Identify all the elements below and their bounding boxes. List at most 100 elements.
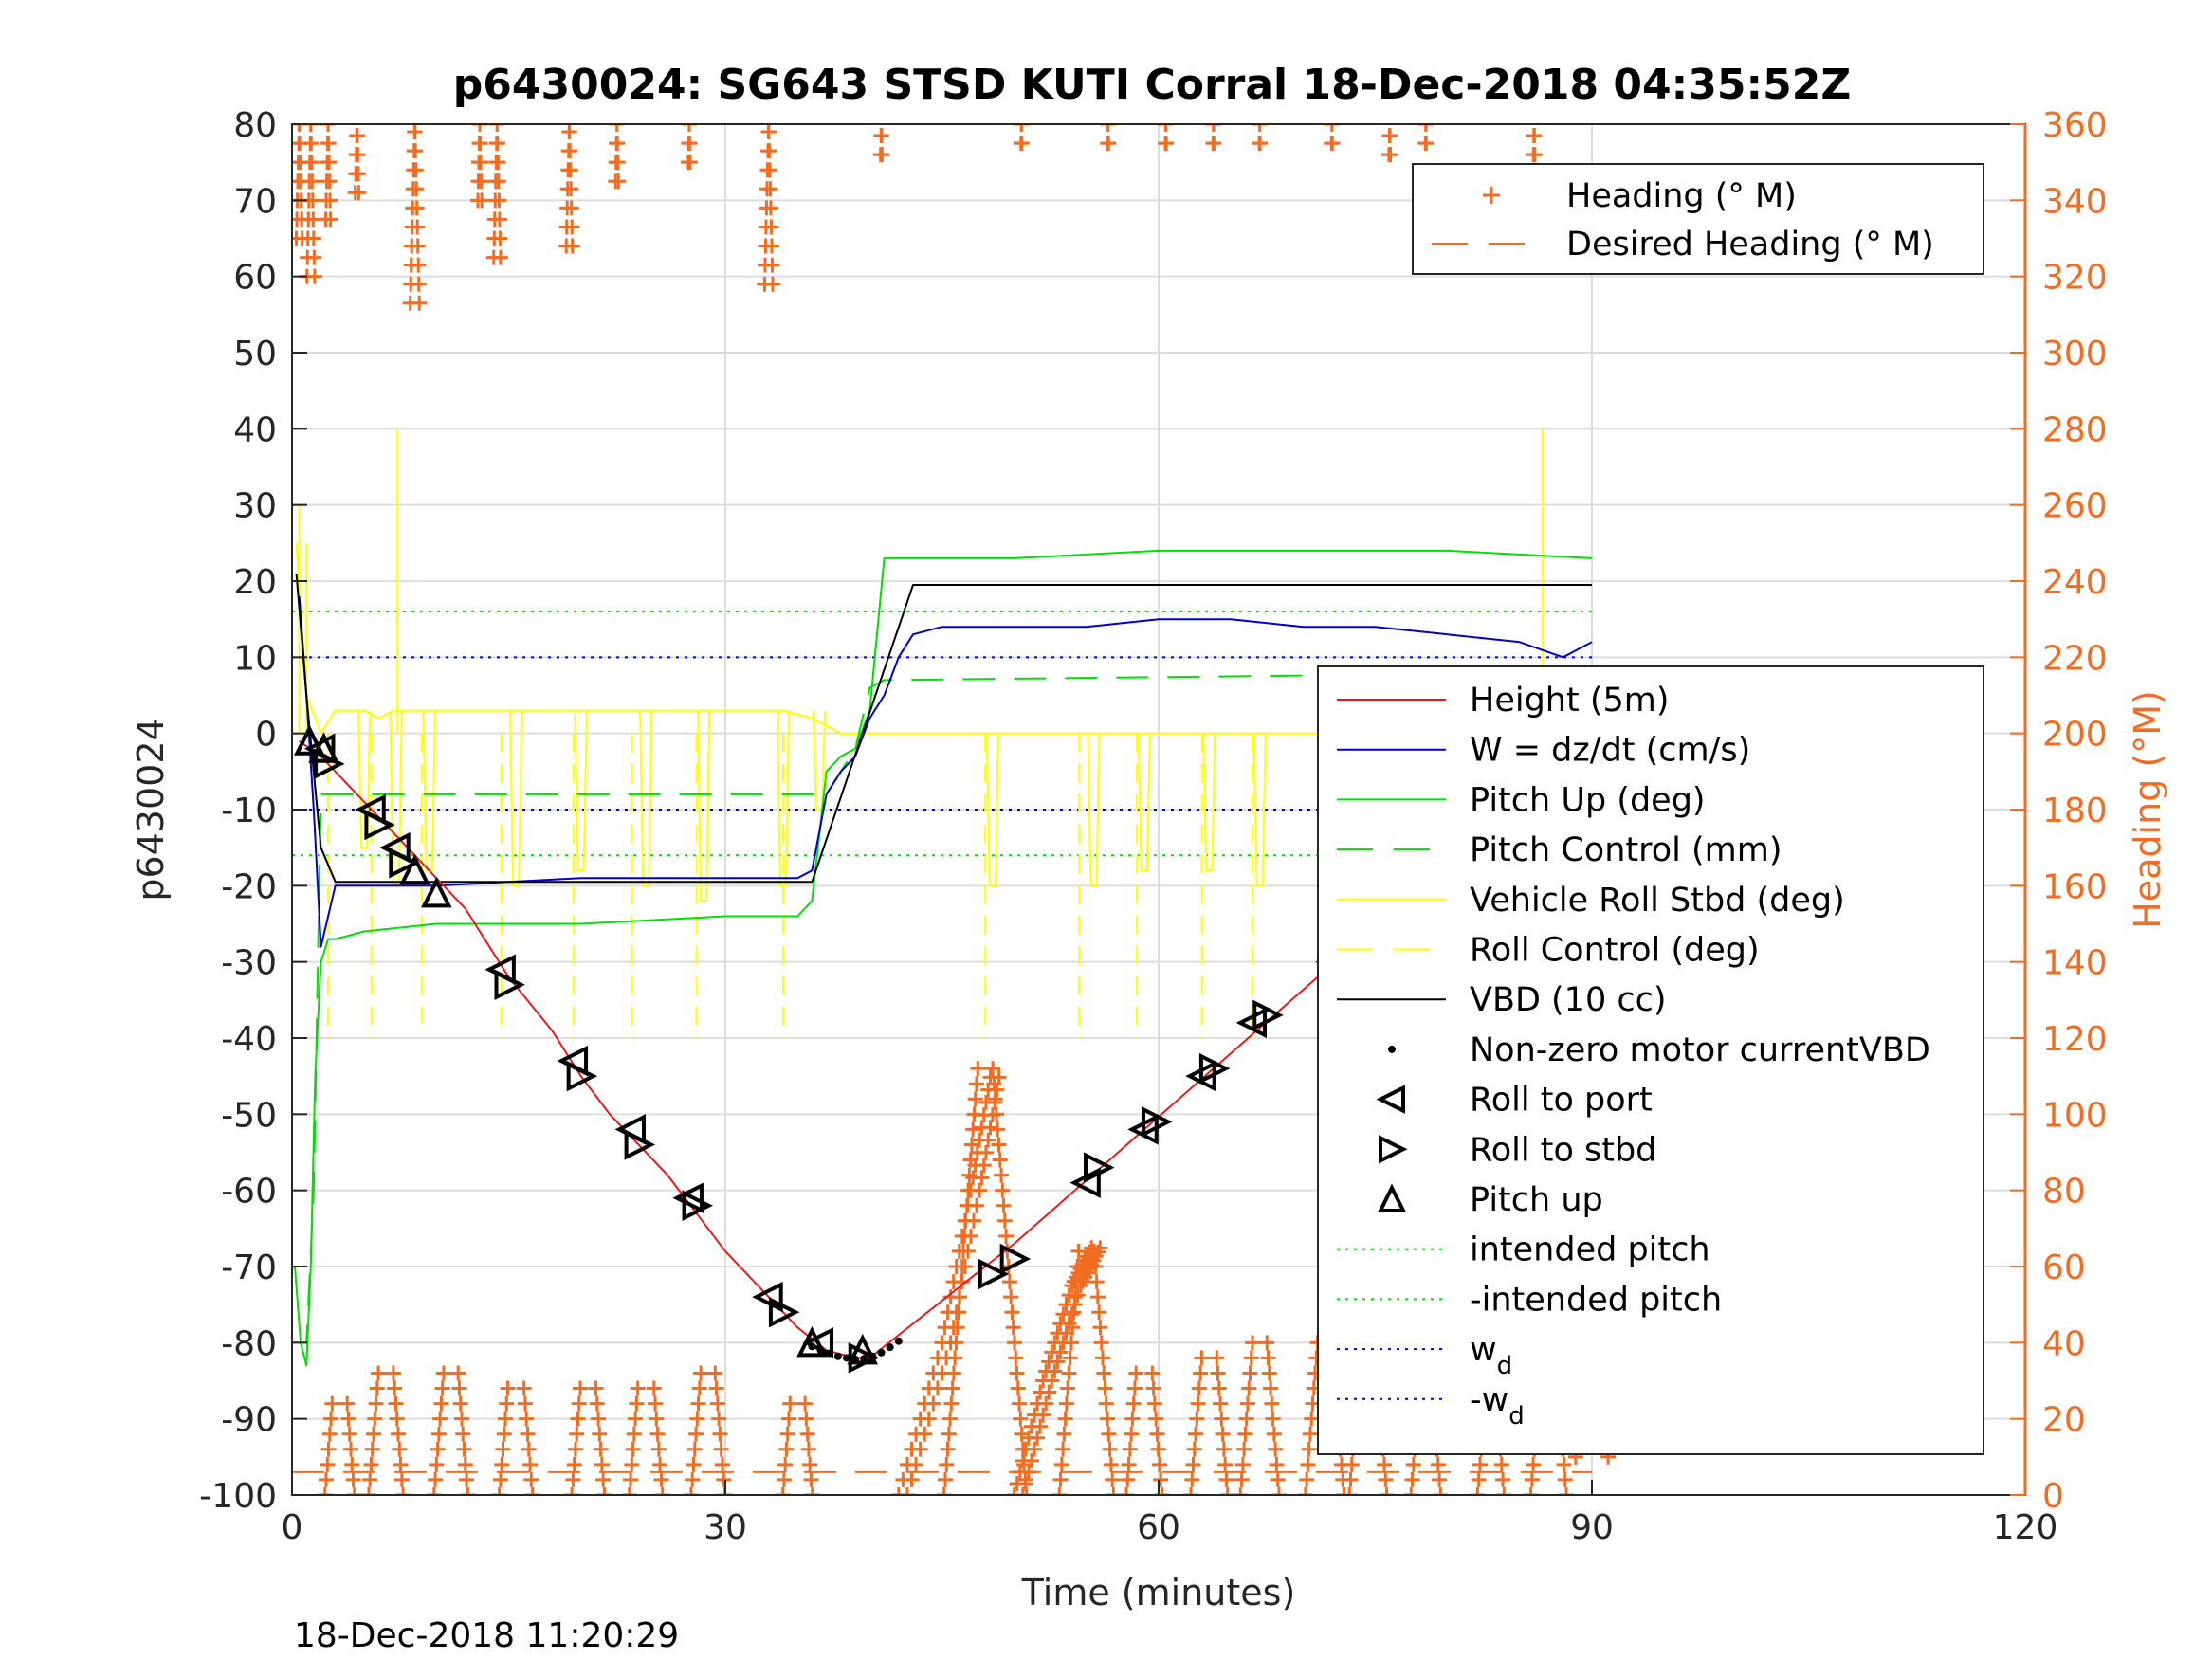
heading-marker bbox=[799, 1426, 815, 1442]
vbd-line bbox=[295, 573, 1592, 884]
heading-marker bbox=[1188, 1426, 1204, 1442]
heading-marker bbox=[1302, 1426, 1318, 1442]
y-tick-label-right: 40 bbox=[2042, 1324, 2086, 1363]
heading-marker bbox=[1146, 1395, 1162, 1412]
legend-heading: Heading (° M) Desired Heading (° M) bbox=[1412, 163, 1984, 275]
heading-marker bbox=[408, 143, 424, 159]
heading-marker bbox=[1379, 1487, 1395, 1495]
heading-marker bbox=[306, 268, 322, 284]
heading-marker bbox=[388, 1395, 404, 1412]
heading-marker bbox=[764, 276, 780, 292]
roll-to-stbd-marker bbox=[999, 1243, 1032, 1275]
heading-marker bbox=[912, 1441, 928, 1457]
legend-main-label: Roll Control (deg) bbox=[1470, 932, 1760, 970]
heading-marker bbox=[940, 1441, 956, 1457]
heading-marker bbox=[1055, 1335, 1071, 1351]
heading-marker bbox=[1205, 124, 1221, 132]
heading-marker bbox=[1495, 1471, 1511, 1487]
heading-marker bbox=[594, 1456, 610, 1472]
heading-marker bbox=[780, 1411, 796, 1427]
heading-marker bbox=[517, 1395, 533, 1412]
heading-marker bbox=[563, 200, 579, 216]
heading-marker bbox=[371, 1365, 387, 1381]
heading-marker bbox=[1304, 1411, 1320, 1427]
pitch-up-marker bbox=[294, 724, 325, 756]
heading-marker bbox=[1124, 1411, 1141, 1427]
heading-marker bbox=[1234, 1471, 1250, 1487]
heading-marker bbox=[1496, 1487, 1512, 1495]
heading-marker bbox=[407, 124, 423, 140]
heading-marker bbox=[1523, 1487, 1539, 1495]
heading-marker bbox=[1159, 136, 1175, 152]
heading-marker bbox=[803, 1471, 819, 1487]
heading-marker bbox=[1020, 1464, 1036, 1480]
heading-marker bbox=[1238, 1411, 1254, 1427]
heading-marker bbox=[1006, 1335, 1022, 1351]
heading-marker bbox=[925, 1395, 941, 1412]
heading-marker bbox=[434, 1380, 450, 1396]
heading-marker bbox=[409, 181, 425, 197]
heading-marker bbox=[492, 1471, 508, 1487]
heading-marker bbox=[344, 1456, 360, 1472]
heading-marker bbox=[1012, 1395, 1028, 1412]
heading-marker bbox=[491, 192, 507, 209]
heading-marker bbox=[1124, 1426, 1140, 1442]
heading-marker bbox=[409, 200, 425, 216]
y-tick-label-right: 200 bbox=[2042, 716, 2108, 755]
heading-marker bbox=[1336, 1487, 1352, 1495]
heading-marker bbox=[349, 128, 365, 144]
heading-marker bbox=[322, 192, 338, 209]
heading-marker bbox=[970, 1061, 986, 1077]
heading-marker bbox=[942, 1335, 959, 1351]
heading-marker bbox=[426, 1487, 442, 1495]
heading-marker bbox=[693, 1365, 709, 1381]
heading-marker bbox=[762, 200, 778, 216]
heading-marker bbox=[562, 162, 578, 178]
heading-marker bbox=[322, 211, 338, 228]
heading-marker bbox=[969, 1076, 984, 1092]
heading-marker bbox=[474, 192, 490, 209]
legend-swatch-roll-port bbox=[1376, 1085, 1405, 1114]
heading-marker bbox=[691, 1380, 707, 1396]
heading-marker bbox=[873, 128, 889, 144]
heading-marker bbox=[991, 1069, 1007, 1085]
heading-marker bbox=[1189, 1411, 1205, 1427]
legend-main-label: Non-zero motor currentVBD bbox=[1470, 1031, 1930, 1069]
heading-marker bbox=[998, 1228, 1015, 1244]
heading-marker bbox=[304, 173, 320, 190]
heading-marker bbox=[1526, 128, 1543, 144]
heading-marker bbox=[996, 1212, 1013, 1229]
heading-marker bbox=[292, 124, 307, 132]
legend-swatch-roll-stbd bbox=[1379, 1135, 1408, 1164]
heading-marker bbox=[762, 181, 778, 197]
heading-marker bbox=[393, 1471, 410, 1487]
heading-marker bbox=[1003, 1289, 1019, 1305]
heading-marker bbox=[682, 136, 698, 152]
heading-marker bbox=[410, 219, 426, 235]
heading-marker bbox=[1233, 1487, 1249, 1495]
heading-marker bbox=[1023, 1452, 1039, 1468]
heading-marker bbox=[498, 1411, 514, 1427]
heading-marker bbox=[908, 1456, 924, 1472]
y-tick-label-right: 260 bbox=[2042, 487, 2108, 526]
heading-marker bbox=[1101, 136, 1117, 152]
heading-marker bbox=[972, 1182, 988, 1198]
heading-marker bbox=[985, 1061, 1001, 1077]
heading-marker bbox=[1191, 1380, 1207, 1396]
heading-marker bbox=[524, 1487, 540, 1495]
heading-marker bbox=[339, 1395, 356, 1412]
heading-marker bbox=[921, 1411, 937, 1427]
heading-marker bbox=[775, 1487, 791, 1495]
heading-marker bbox=[591, 1411, 607, 1427]
roll-to-stbd-marker bbox=[389, 847, 420, 879]
heading-marker bbox=[963, 1137, 979, 1153]
heading-marker bbox=[318, 1471, 334, 1487]
heading-marker bbox=[974, 1170, 990, 1186]
heading-marker bbox=[1186, 1441, 1202, 1457]
heading-marker bbox=[523, 1471, 539, 1487]
roll-stbd-dip bbox=[697, 710, 711, 902]
heading-marker bbox=[1432, 1471, 1448, 1487]
y-tick-label: 0 bbox=[255, 716, 277, 755]
y-axis-label-right: Heading (°M) bbox=[2127, 690, 2168, 929]
heading-marker bbox=[630, 1380, 646, 1396]
